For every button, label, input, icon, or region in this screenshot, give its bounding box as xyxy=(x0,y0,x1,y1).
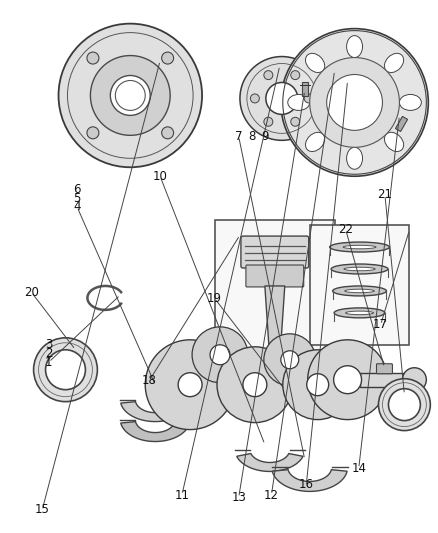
Ellipse shape xyxy=(345,289,374,293)
Circle shape xyxy=(243,373,267,397)
Text: 4: 4 xyxy=(73,200,81,213)
Text: 16: 16 xyxy=(299,478,314,491)
Circle shape xyxy=(59,23,202,167)
Circle shape xyxy=(281,351,299,369)
Circle shape xyxy=(210,345,230,365)
Circle shape xyxy=(103,69,157,123)
Ellipse shape xyxy=(385,132,404,151)
Circle shape xyxy=(307,374,328,395)
FancyBboxPatch shape xyxy=(241,236,309,268)
Polygon shape xyxy=(265,286,285,345)
Circle shape xyxy=(378,379,430,431)
Circle shape xyxy=(264,334,316,386)
Circle shape xyxy=(115,80,145,110)
Polygon shape xyxy=(200,345,250,400)
Text: 10: 10 xyxy=(152,169,167,183)
Polygon shape xyxy=(121,422,190,441)
Circle shape xyxy=(291,117,300,126)
Ellipse shape xyxy=(346,311,374,314)
Circle shape xyxy=(310,58,399,147)
Circle shape xyxy=(240,56,324,140)
Circle shape xyxy=(264,117,273,126)
Text: 3: 3 xyxy=(45,337,53,351)
Polygon shape xyxy=(237,454,303,472)
Text: 18: 18 xyxy=(142,374,156,387)
Ellipse shape xyxy=(331,264,388,274)
FancyBboxPatch shape xyxy=(246,265,304,287)
Bar xyxy=(310,225,410,345)
Text: 1: 1 xyxy=(45,356,53,369)
Circle shape xyxy=(87,52,99,64)
Text: 21: 21 xyxy=(378,188,392,201)
Circle shape xyxy=(283,350,353,419)
Circle shape xyxy=(217,347,293,423)
Text: 15: 15 xyxy=(35,504,49,516)
Text: 6: 6 xyxy=(73,183,81,197)
Ellipse shape xyxy=(346,36,363,58)
Polygon shape xyxy=(247,360,303,378)
Circle shape xyxy=(304,94,313,103)
Ellipse shape xyxy=(334,308,385,318)
Circle shape xyxy=(327,75,382,131)
Circle shape xyxy=(325,72,385,132)
Circle shape xyxy=(162,52,173,64)
Text: 17: 17 xyxy=(373,319,388,332)
Text: 22: 22 xyxy=(338,223,353,236)
Circle shape xyxy=(46,350,85,390)
Circle shape xyxy=(264,71,273,79)
Text: 7: 7 xyxy=(235,130,242,143)
Circle shape xyxy=(90,55,170,135)
Circle shape xyxy=(308,340,388,419)
Polygon shape xyxy=(121,402,190,422)
Text: 11: 11 xyxy=(174,489,189,502)
Text: 13: 13 xyxy=(231,491,246,504)
Circle shape xyxy=(145,340,235,430)
Circle shape xyxy=(281,29,428,176)
Circle shape xyxy=(291,71,300,79)
Bar xyxy=(215,220,335,394)
Text: 5: 5 xyxy=(74,192,81,205)
Text: 19: 19 xyxy=(207,292,222,305)
Ellipse shape xyxy=(332,286,386,296)
Circle shape xyxy=(110,76,150,116)
Ellipse shape xyxy=(346,147,363,169)
Text: 12: 12 xyxy=(264,489,279,502)
Polygon shape xyxy=(270,350,318,402)
Bar xyxy=(396,116,408,132)
Polygon shape xyxy=(247,360,303,378)
Polygon shape xyxy=(272,470,347,491)
Text: 2: 2 xyxy=(45,346,53,360)
Circle shape xyxy=(34,338,97,402)
Ellipse shape xyxy=(399,94,421,110)
Circle shape xyxy=(403,368,426,392)
Polygon shape xyxy=(240,360,280,413)
Bar xyxy=(302,83,308,96)
Circle shape xyxy=(87,127,99,139)
Text: 9: 9 xyxy=(261,130,268,143)
Ellipse shape xyxy=(288,94,310,110)
Circle shape xyxy=(178,373,202,397)
Ellipse shape xyxy=(343,245,376,249)
Circle shape xyxy=(251,94,259,103)
Text: 8: 8 xyxy=(248,130,255,143)
Text: 20: 20 xyxy=(24,286,39,298)
Bar xyxy=(360,373,414,386)
Circle shape xyxy=(192,327,248,383)
FancyBboxPatch shape xyxy=(377,364,392,374)
Circle shape xyxy=(266,83,298,115)
Polygon shape xyxy=(165,355,215,415)
Ellipse shape xyxy=(330,242,389,252)
Circle shape xyxy=(334,366,361,394)
Ellipse shape xyxy=(306,132,325,151)
Ellipse shape xyxy=(385,53,404,72)
Ellipse shape xyxy=(344,267,375,271)
Circle shape xyxy=(162,127,173,139)
Circle shape xyxy=(389,389,420,421)
Text: 14: 14 xyxy=(351,462,366,475)
Ellipse shape xyxy=(306,53,325,72)
